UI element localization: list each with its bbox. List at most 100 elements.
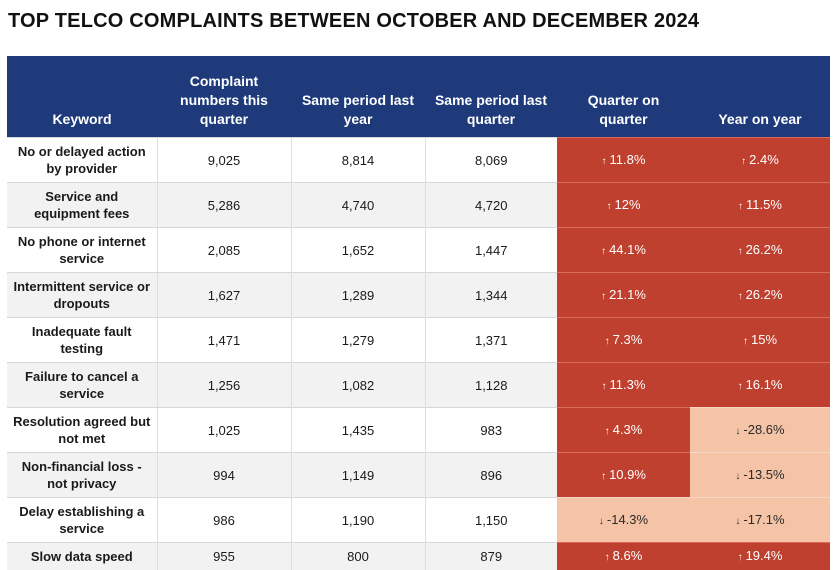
arrow-down-icon: ↓ [598, 515, 604, 527]
last-year-cell: 4,740 [290, 182, 425, 228]
arrow-up-icon: ↑ [741, 155, 747, 167]
arrow-up-icon: ↑ [601, 245, 607, 257]
last-year-cell: 1,652 [290, 227, 425, 273]
year-on-year-value: 26.2% [745, 286, 783, 302]
keyword-cell: Inadequate fault testing [7, 317, 157, 363]
this-quarter-cell: 1,256 [156, 362, 291, 408]
this-quarter-cell: 2,085 [156, 227, 291, 273]
last-year-cell: 8,814 [290, 137, 425, 183]
year-on-year-value: -28.6% [743, 421, 785, 437]
year-on-year-cell: ↑ 19.4% [690, 542, 830, 570]
arrow-up-icon: ↑ [737, 245, 743, 257]
last-year-cell: 1,082 [290, 362, 425, 408]
last-quarter-cell: 983 [424, 407, 557, 453]
arrow-up-icon: ↑ [601, 290, 607, 302]
this-quarter-cell: 1,025 [156, 407, 291, 453]
year-on-year-cell: ↓ -13.5% [690, 452, 830, 498]
arrow-up-icon: ↑ [604, 551, 610, 563]
quarter-on-quarter-value: 4.3% [612, 421, 643, 437]
year-on-year-value: 16.1% [745, 376, 783, 392]
year-on-year-cell: ↑ 11.5% [690, 182, 830, 228]
arrow-down-icon: ↓ [735, 515, 741, 527]
table-row: Inadequate fault testing 1,471 1,279 1,371 ↑… [7, 317, 830, 363]
arrow-down-icon: ↓ [735, 470, 741, 482]
arrow-up-icon: ↑ [737, 290, 743, 302]
table-header-row: Keyword Complaint numbers this quarter S… [7, 56, 830, 138]
year-on-year-value: 11.5% [746, 196, 782, 212]
table-row: Resolution agreed but not met 1,025 1,435 9… [7, 407, 830, 453]
keyword-cell: No or delayed action by provider [7, 137, 157, 183]
arrow-up-icon: ↑ [737, 551, 743, 563]
year-on-year-cell: ↑ 15% [690, 317, 830, 363]
arrow-up-icon: ↑ [601, 380, 607, 392]
year-on-year-value: 15% [750, 331, 778, 347]
column-header-this-quarter: Complaint numbers this quarter [157, 56, 291, 138]
keyword-cell: Failure to cancel a service [7, 362, 157, 408]
table-row: No phone or internet service 2,085 1,652 1,… [7, 227, 830, 273]
year-on-year-cell: ↑ 2.4% [690, 137, 830, 183]
quarter-on-quarter-value: 8.6% [612, 547, 643, 563]
last-quarter-cell: 1,371 [424, 317, 557, 363]
last-quarter-cell: 1,344 [424, 272, 557, 318]
quarter-on-quarter-value: -14.3% [606, 511, 649, 527]
year-on-year-cell: ↑ 16.1% [690, 362, 830, 408]
arrow-up-icon: ↑ [604, 335, 610, 347]
year-on-year-value: 26.2% [745, 241, 783, 257]
quarter-on-quarter-cell: ↓ -14.3% [557, 497, 690, 543]
quarter-on-quarter-cell: ↑ 10.9% [557, 452, 690, 498]
last-year-cell: 1,190 [290, 497, 425, 543]
table-row: Failure to cancel a service 1,256 1,082 1,1… [7, 362, 830, 408]
quarter-on-quarter-value: 11.8% [609, 151, 646, 167]
table-row: Intermittent service or dropouts 1,627 1,2… [7, 272, 830, 318]
last-quarter-cell: 8,069 [424, 137, 557, 183]
arrow-up-icon: ↑ [606, 200, 612, 212]
year-on-year-value: -13.5% [743, 466, 785, 482]
year-on-year-value: 19.4% [745, 547, 783, 563]
last-year-cell: 1,149 [290, 452, 425, 498]
quarter-on-quarter-cell: ↑ 11.8% [557, 137, 690, 183]
year-on-year-value: -17.1% [743, 511, 785, 527]
quarter-on-quarter-cell: ↑ 12% [557, 182, 690, 228]
keyword-cell: Slow data speed [7, 542, 157, 570]
this-quarter-cell: 5,286 [156, 182, 291, 228]
last-quarter-cell: 1,150 [424, 497, 557, 543]
arrow-up-icon: ↑ [737, 380, 743, 392]
keyword-cell: Resolution agreed but not met [7, 407, 157, 453]
keyword-cell: Delay establishing a service [7, 497, 157, 543]
arrow-up-icon: ↑ [604, 425, 610, 437]
year-on-year-cell: ↓ -28.6% [690, 407, 830, 453]
year-on-year-cell: ↑ 26.2% [690, 272, 830, 318]
quarter-on-quarter-value: 7.3% [612, 331, 643, 347]
page-title: TOP TELCO COMPLAINTS BETWEEN OCTOBER AND… [8, 10, 700, 32]
last-year-cell: 1,289 [290, 272, 425, 318]
quarter-on-quarter-cell: ↑ 21.1% [557, 272, 690, 318]
last-quarter-cell: 1,447 [424, 227, 557, 273]
last-quarter-cell: 1,128 [424, 362, 557, 408]
arrow-up-icon: ↑ [738, 200, 744, 212]
this-quarter-cell: 9,025 [156, 137, 291, 183]
last-quarter-cell: 4,720 [424, 182, 557, 228]
quarter-on-quarter-cell: ↑ 4.3% [557, 407, 690, 453]
last-quarter-cell: 879 [424, 542, 557, 570]
last-year-cell: 1,279 [290, 317, 425, 363]
arrow-up-icon: ↑ [601, 470, 607, 482]
quarter-on-quarter-value: 44.1% [609, 241, 646, 257]
quarter-on-quarter-value: 12% [614, 196, 641, 212]
this-quarter-cell: 994 [156, 452, 291, 498]
column-header-last-year: Same period last year [291, 56, 425, 138]
quarter-on-quarter-value: 10.9% [609, 466, 646, 482]
table-row: Service and equipment fees 5,286 4,740 4,72… [7, 182, 830, 228]
table-row: No or delayed action by provider 9,025 8,8… [7, 137, 830, 183]
this-quarter-cell: 955 [156, 542, 291, 570]
last-quarter-cell: 896 [424, 452, 557, 498]
column-header-keyword: Keyword [7, 56, 157, 138]
arrow-up-icon: ↑ [601, 155, 607, 167]
keyword-cell: No phone or internet service [7, 227, 157, 273]
quarter-on-quarter-value: 11.3% [609, 376, 646, 392]
table-row: Delay establishing a service 986 1,190 1,15… [7, 497, 830, 543]
complaints-table: Keyword Complaint numbers this quarter S… [7, 56, 830, 570]
column-header-quarter-on-quarter: Quarter on quarter [557, 56, 690, 138]
year-on-year-value: 2.4% [749, 151, 779, 167]
year-on-year-cell: ↑ 26.2% [690, 227, 830, 273]
arrow-up-icon: ↑ [742, 335, 748, 347]
